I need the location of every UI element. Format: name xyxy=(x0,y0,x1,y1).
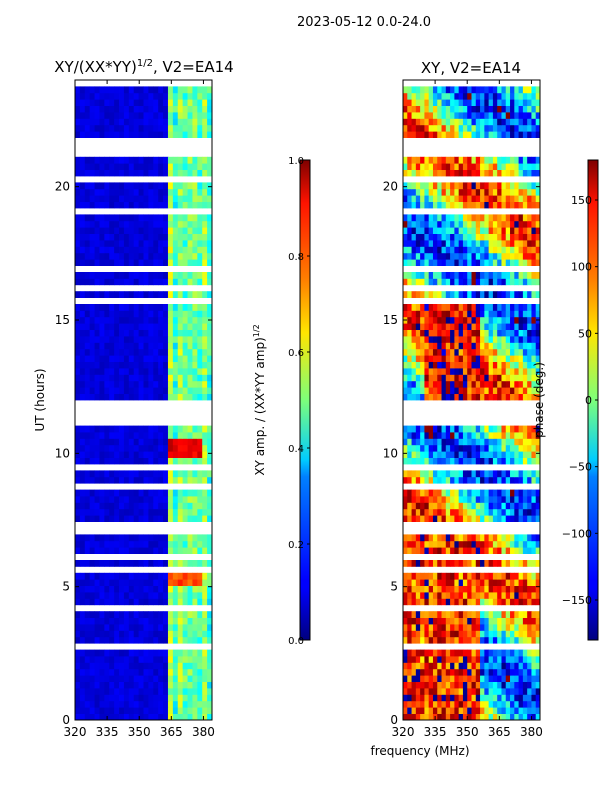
right-x-tick-label: 380 xyxy=(520,725,543,739)
left-colorbar-tick-label: 1.0 xyxy=(288,156,304,167)
left-colorbar-tick-label: 0.8 xyxy=(288,252,304,263)
left-panel-title: XY/(XX*YY)1/2, V2=EA14 xyxy=(54,58,233,76)
right-colorbar-tick-label: −150 xyxy=(562,594,592,607)
left-colorbar-tick-label: 0.6 xyxy=(288,348,304,359)
left-y-axis-label: UT (hours) xyxy=(33,368,47,431)
left-panel-title-superscript: 1/2 xyxy=(137,58,153,69)
right-colorbar-tick-label: 150 xyxy=(571,194,592,207)
right-y-tick-label: 20 xyxy=(383,180,398,194)
right-y-tick-label: 0 xyxy=(390,713,398,727)
figure-suptitle: 2023-05-12 0.0-24.0 xyxy=(297,15,431,30)
left-colorbar-gradient xyxy=(299,159,311,641)
left-heatmap-panel: XY/(XX*YY)1/2, V2=EA14 320 335 350 365 380 0… xyxy=(33,58,234,739)
left-y-tick-label: 0 xyxy=(62,713,70,727)
left-y-tick-label: 15 xyxy=(55,313,70,327)
left-colorbar: 0.0 0.2 0.4 0.6 0.8 1.0 XY amp. / (XX*YY amp)… xyxy=(252,156,311,647)
right-colorbar-tick-label: −100 xyxy=(562,527,592,540)
left-plot-frame xyxy=(74,79,213,721)
left-colorbar-label-superscript: 1/2 xyxy=(252,324,261,337)
left-colorbar-tick-label: 0.4 xyxy=(288,444,304,455)
left-colorbar-tick-label: 0.2 xyxy=(288,540,304,551)
left-colorbar-ticks: 0.0 0.2 0.4 0.6 0.8 1.0 xyxy=(288,156,310,647)
left-colorbar-label: XY amp. / (XX*YY amp)1/2 xyxy=(252,324,267,475)
left-x-tick-label: 365 xyxy=(160,725,183,739)
right-colorbar-tick-label: 50 xyxy=(578,327,592,340)
left-y-tick-label: 5 xyxy=(62,580,70,594)
left-x-tick-label: 320 xyxy=(64,725,87,739)
left-y-axis: 0 5 10 15 20 xyxy=(55,180,212,727)
right-heatmap-cells xyxy=(403,86,540,720)
right-x-tick-label: 350 xyxy=(456,725,479,739)
right-colorbar-tick-label: 0 xyxy=(585,394,592,407)
right-plot-frame xyxy=(402,79,541,721)
shared-x-axis-label: frequency (MHz) xyxy=(370,744,469,758)
right-colorbar-tick-label: −50 xyxy=(569,461,592,474)
right-x-tick-label: 320 xyxy=(392,725,415,739)
right-panel-title: XY, V2=EA14 xyxy=(421,59,521,77)
left-x-axis: 320 335 350 365 380 xyxy=(64,80,215,739)
right-x-tick-label: 365 xyxy=(488,725,511,739)
left-heatmap-cells xyxy=(75,86,212,720)
left-x-tick-label: 380 xyxy=(192,725,215,739)
right-colorbar: −150 −100 −50 0 50 100 150 phase (deg.) xyxy=(532,159,599,641)
left-x-tick-label: 335 xyxy=(96,725,119,739)
left-y-tick-label: 10 xyxy=(55,446,70,460)
right-heatmap-panel: XY, V2=EA14 320 335 350 365 380 0 5 10 15 20 xyxy=(383,59,543,739)
left-y-tick-label: 20 xyxy=(55,180,70,194)
left-colorbar-tick-label: 0.0 xyxy=(288,636,304,647)
right-y-tick-label: 15 xyxy=(383,313,398,327)
right-y-axis: 0 5 10 15 20 xyxy=(383,180,540,727)
right-colorbar-label: phase (deg.) xyxy=(532,362,546,438)
left-x-tick-label: 350 xyxy=(128,725,151,739)
right-colorbar-ticks: −150 −100 −50 0 50 100 150 xyxy=(562,194,598,607)
right-colorbar-tick-label: 100 xyxy=(571,261,592,274)
right-y-tick-label: 10 xyxy=(383,446,398,460)
right-x-axis: 320 335 350 365 380 xyxy=(392,80,543,739)
right-x-tick-label: 335 xyxy=(424,725,447,739)
right-y-tick-label: 5 xyxy=(390,580,398,594)
